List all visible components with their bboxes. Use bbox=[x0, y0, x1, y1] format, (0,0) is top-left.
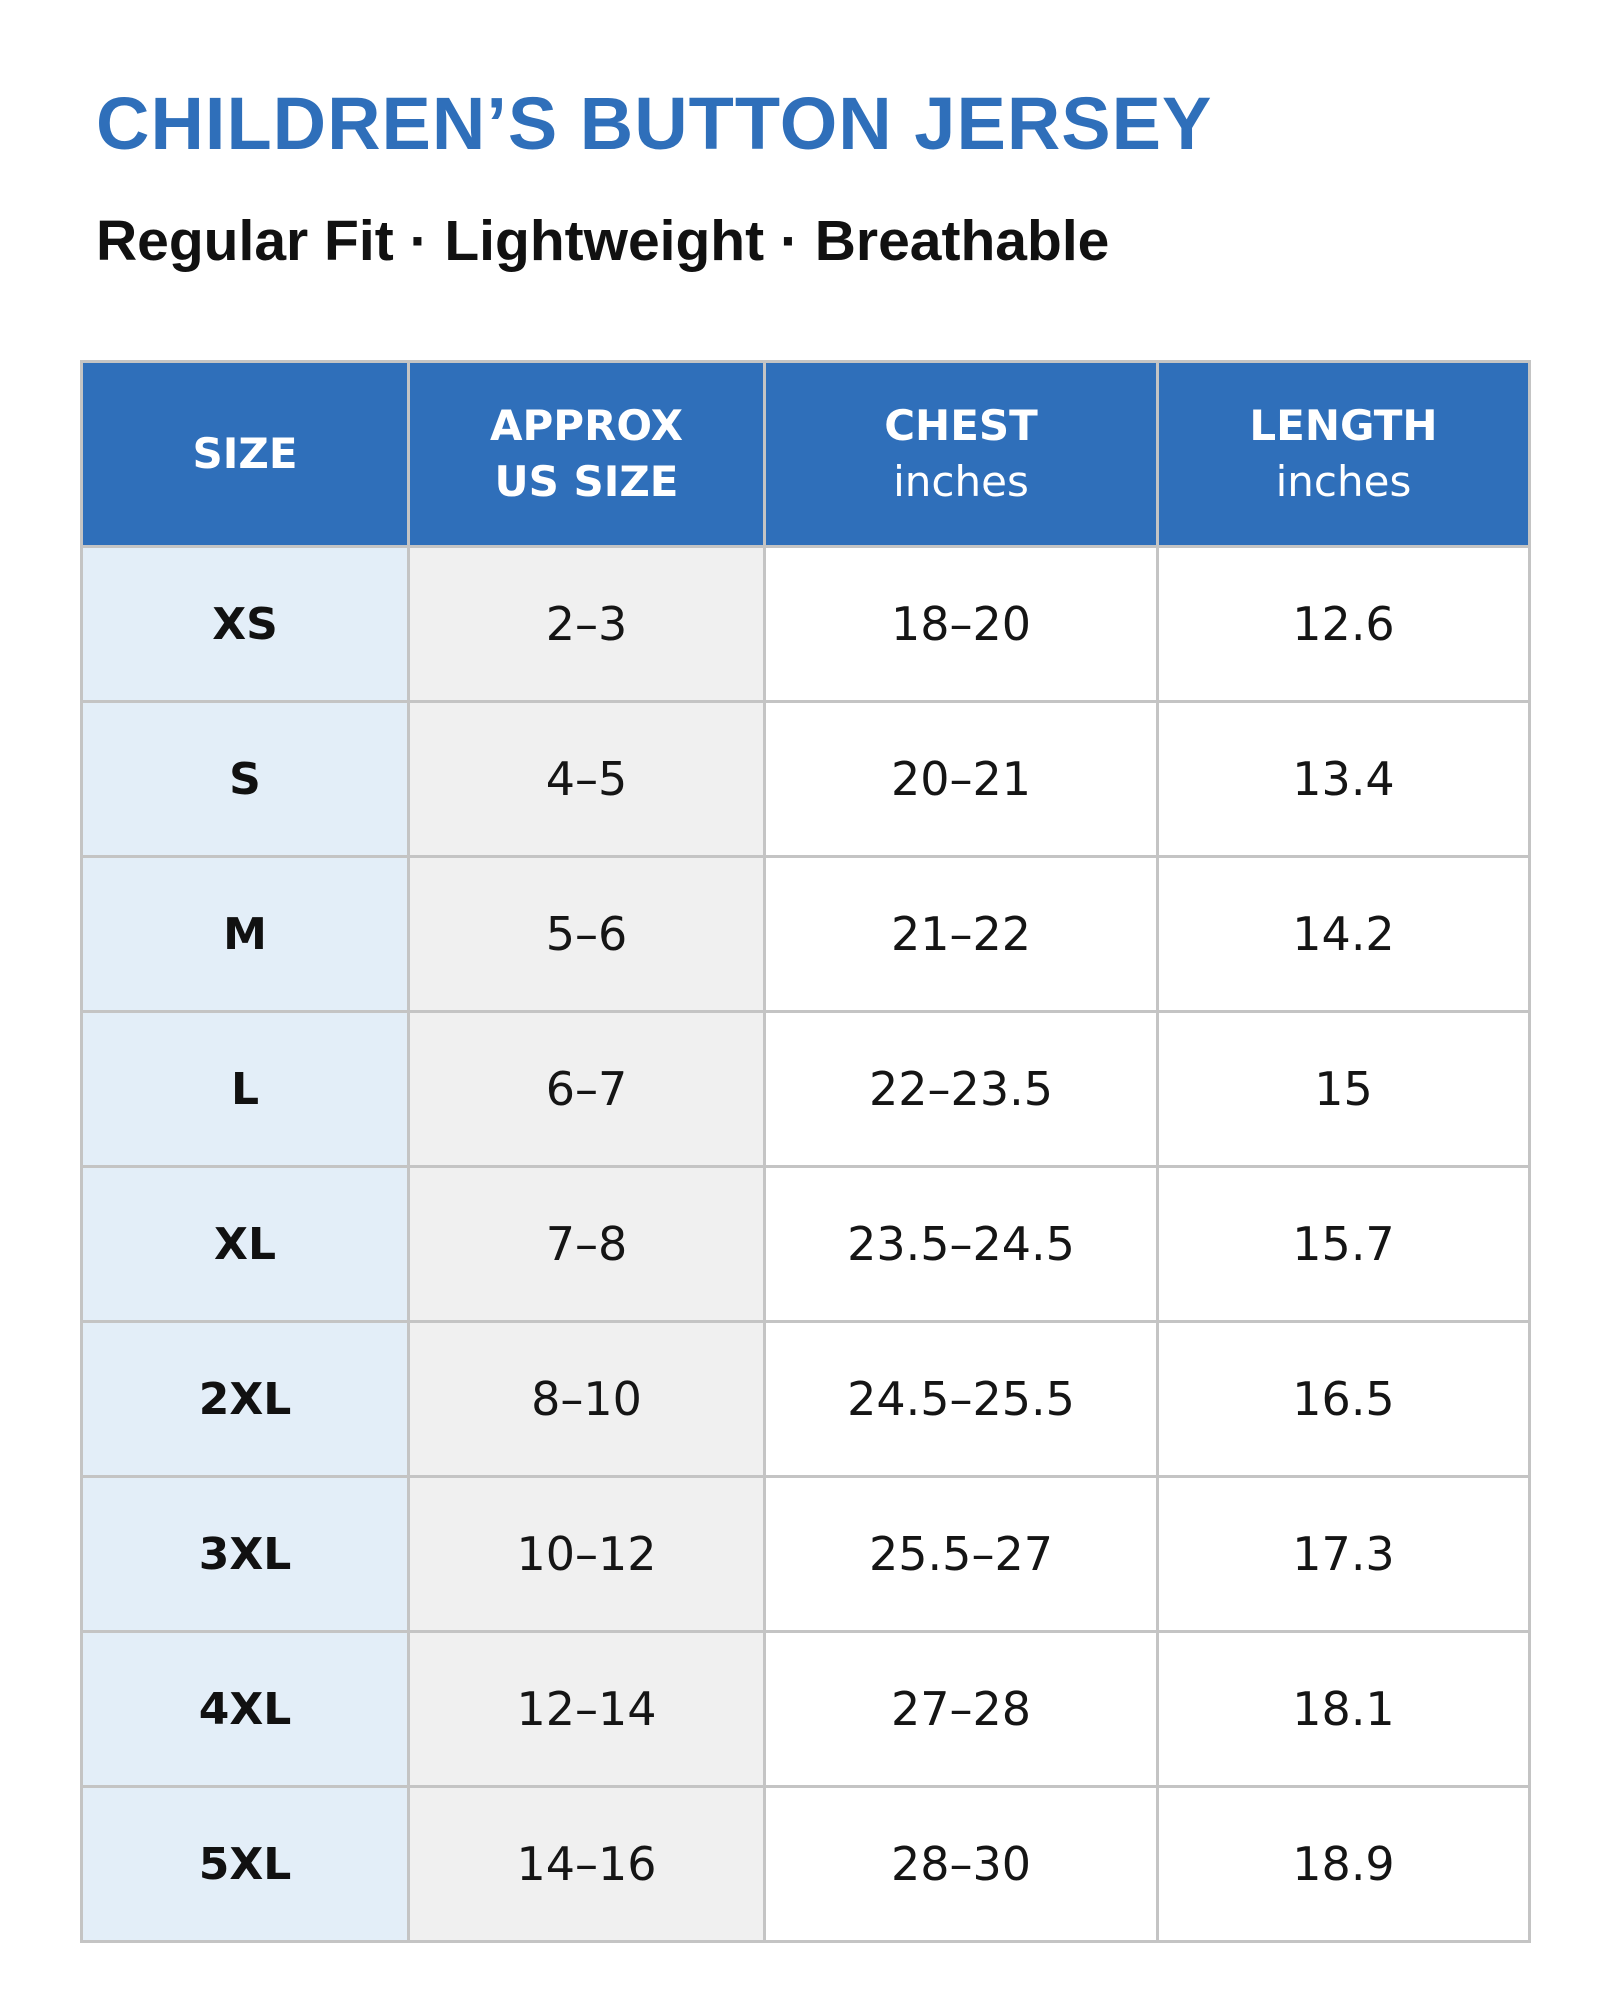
us-size-cell: 7–8 bbox=[407, 1165, 766, 1323]
size-chart-table: SIZE APPROX US SIZE CHEST inches LENGTH … bbox=[80, 360, 1531, 1943]
chest-cell: 24.5–25.5 bbox=[763, 1320, 1159, 1478]
size-cell: 4XL bbox=[80, 1630, 410, 1788]
column-header-label: LENGTH bbox=[1249, 401, 1438, 450]
table-row: 5XL 14–16 28–30 18.9 bbox=[80, 1785, 1531, 1943]
size-cell: XL bbox=[80, 1165, 410, 1323]
chest-cell: 21–22 bbox=[763, 855, 1159, 1013]
column-header-size: SIZE bbox=[80, 360, 410, 548]
chest-cell: 27–28 bbox=[763, 1630, 1159, 1788]
length-cell: 17.3 bbox=[1156, 1475, 1531, 1633]
chest-cell: 25.5–27 bbox=[763, 1475, 1159, 1633]
size-cell: M bbox=[80, 855, 410, 1013]
chest-cell: 22–23.5 bbox=[763, 1010, 1159, 1168]
page-subtitle: Regular Fit · Lightweight · Breathable bbox=[96, 209, 1110, 273]
length-cell: 12.6 bbox=[1156, 545, 1531, 703]
us-size-cell: 5–6 bbox=[407, 855, 766, 1013]
size-cell: 2XL bbox=[80, 1320, 410, 1478]
table-row: S 4–5 20–21 13.4 bbox=[80, 700, 1531, 858]
length-cell: 14.2 bbox=[1156, 855, 1531, 1013]
length-cell: 13.4 bbox=[1156, 700, 1531, 858]
us-size-cell: 6–7 bbox=[407, 1010, 766, 1168]
us-size-cell: 14–16 bbox=[407, 1785, 766, 1943]
column-header-label: SIZE bbox=[192, 429, 298, 478]
size-cell: 3XL bbox=[80, 1475, 410, 1633]
length-cell: 16.5 bbox=[1156, 1320, 1531, 1478]
table-row: XL 7–8 23.5–24.5 15.7 bbox=[80, 1165, 1531, 1323]
size-cell: 5XL bbox=[80, 1785, 410, 1943]
column-header-label: CHEST bbox=[884, 401, 1038, 450]
page-title: CHILDREN’S BUTTON JERSEY bbox=[96, 82, 1213, 165]
table-row: M 5–6 21–22 14.2 bbox=[80, 855, 1531, 1013]
column-header-unit: inches bbox=[1275, 457, 1412, 506]
table-row: 2XL 8–10 24.5–25.5 16.5 bbox=[80, 1320, 1531, 1478]
length-cell: 18.1 bbox=[1156, 1630, 1531, 1788]
chest-cell: 20–21 bbox=[763, 700, 1159, 858]
column-header-chest: CHEST inches bbox=[763, 360, 1159, 548]
us-size-cell: 8–10 bbox=[407, 1320, 766, 1478]
table-row: 4XL 12–14 27–28 18.1 bbox=[80, 1630, 1531, 1788]
table-row: XS 2–3 18–20 12.6 bbox=[80, 545, 1531, 703]
table-header: SIZE APPROX US SIZE CHEST inches LENGTH … bbox=[80, 360, 1531, 548]
us-size-cell: 12–14 bbox=[407, 1630, 766, 1788]
column-header-us-size: APPROX US SIZE bbox=[407, 360, 766, 548]
column-header-label: APPROX bbox=[490, 401, 683, 450]
size-cell: S bbox=[80, 700, 410, 858]
size-cell: XS bbox=[80, 545, 410, 703]
table-row: 3XL 10–12 25.5–27 17.3 bbox=[80, 1475, 1531, 1633]
us-size-cell: 2–3 bbox=[407, 545, 766, 703]
us-size-cell: 10–12 bbox=[407, 1475, 766, 1633]
header-row: SIZE APPROX US SIZE CHEST inches LENGTH … bbox=[80, 360, 1531, 548]
column-header-length: LENGTH inches bbox=[1156, 360, 1531, 548]
table-body: XS 2–3 18–20 12.6 S 4–5 20–21 13.4 M 5–6… bbox=[80, 545, 1531, 1943]
length-cell: 15 bbox=[1156, 1010, 1531, 1168]
column-header-unit: inches bbox=[893, 457, 1029, 506]
us-size-cell: 4–5 bbox=[407, 700, 766, 858]
size-cell: L bbox=[80, 1010, 410, 1168]
chest-cell: 28–30 bbox=[763, 1785, 1159, 1943]
length-cell: 18.9 bbox=[1156, 1785, 1531, 1943]
length-cell: 15.7 bbox=[1156, 1165, 1531, 1323]
chest-cell: 18–20 bbox=[763, 545, 1159, 703]
table-row: L 6–7 22–23.5 15 bbox=[80, 1010, 1531, 1168]
column-header-label-line2: US SIZE bbox=[494, 457, 679, 506]
chest-cell: 23.5–24.5 bbox=[763, 1165, 1159, 1323]
